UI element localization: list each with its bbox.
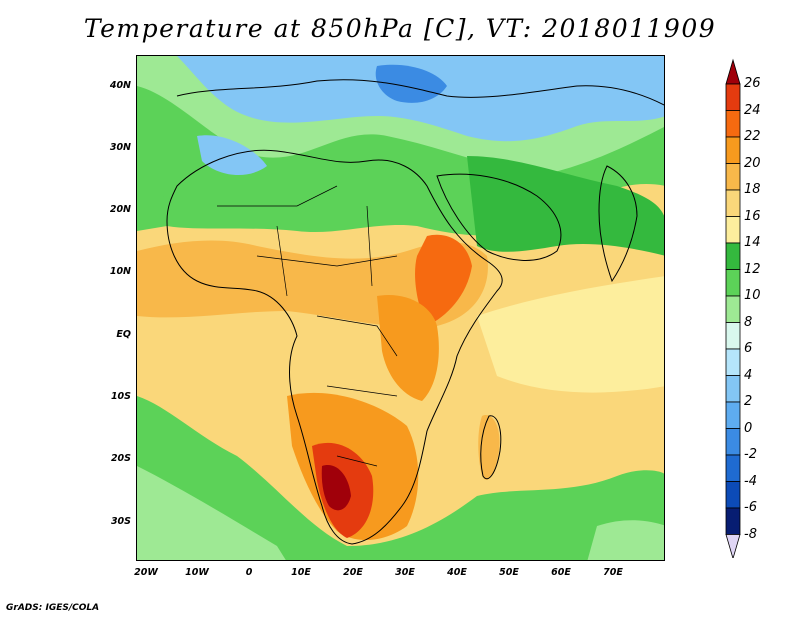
field-ethiopia-deep <box>415 234 472 326</box>
field-kalahari-deep <box>321 465 351 511</box>
lon-label-0: 0 <box>245 567 253 578</box>
colorbar-segment <box>725 136 741 164</box>
colorbar-segment <box>725 507 741 535</box>
temperature-map <box>137 56 664 560</box>
colorbar-segment <box>725 216 741 244</box>
colorbar-label: 4 <box>744 367 753 383</box>
lon-label-40e: 40E <box>447 567 467 578</box>
lat-label-eq: EQ <box>116 329 131 340</box>
colorbar-label: -4 <box>744 473 757 489</box>
coastline-madagascar <box>480 415 502 480</box>
field-east-africa-orange <box>377 295 439 401</box>
lat-label-40n: 40N <box>109 80 131 91</box>
colorbar-label: 10 <box>744 288 761 303</box>
lon-label-20e: 20E <box>343 567 363 578</box>
colorbar-label: 26 <box>744 76 761 91</box>
colorbar-label: 14 <box>744 235 761 250</box>
colorbar-label: 16 <box>744 208 761 224</box>
colorbar-segment <box>725 189 741 217</box>
lon-label-30e: 30E <box>395 567 415 578</box>
lat-label-10s: 10S <box>110 391 131 402</box>
lat-label-20s: 20S <box>110 453 131 464</box>
colorbar-label: 18 <box>744 182 761 197</box>
lon-label-60e: 60E <box>551 567 571 578</box>
colorbar-segment <box>725 163 741 191</box>
colorbar-label: 22 <box>744 129 761 144</box>
colorbar-segment <box>725 83 741 111</box>
lon-label-70e: 70E <box>603 567 623 578</box>
field-indian-ocean-light <box>477 276 664 393</box>
colorbar-label: -2 <box>744 447 757 462</box>
colorbar-label: 6 <box>744 341 753 356</box>
colorbar-segment <box>725 375 741 403</box>
coastline-india <box>598 165 638 283</box>
lat-label-20n: 20N <box>109 204 131 215</box>
colorbar-segment <box>725 481 741 509</box>
map-plot-area <box>136 55 665 561</box>
lon-label-50e: 50E <box>499 567 519 578</box>
lat-label-30s: 30S <box>110 516 131 527</box>
field-arabia-green <box>467 156 664 256</box>
colorbar-segment <box>725 242 741 270</box>
coastline-europe <box>176 79 664 106</box>
lon-label-10e: 10E <box>291 567 311 578</box>
colorbar-label: 8 <box>744 314 753 330</box>
map-title: Temperature at 850hPa [C], VT: 201801190… <box>83 14 717 43</box>
colorbar-top-arrow <box>725 58 741 85</box>
colorbar <box>725 58 741 558</box>
field-south-ocean-light <box>137 466 286 560</box>
colorbar-bottom-arrow <box>725 534 741 558</box>
field-south-ocean <box>137 396 664 560</box>
field-north-green-w <box>137 86 187 198</box>
lat-label-10n: 10N <box>109 266 131 277</box>
coastline-arabia <box>436 173 562 261</box>
colorbar-segment <box>725 295 741 323</box>
coastline-africa <box>166 149 503 545</box>
lat-label-30n: 30N <box>109 142 131 153</box>
colorbar-label: 2 <box>744 394 753 409</box>
colorbar-segment <box>725 401 741 429</box>
lon-label-10w: 10W <box>185 567 209 578</box>
colorbar-segment <box>725 269 741 297</box>
colorbar-label: 0 <box>744 420 753 436</box>
colorbar-label: -8 <box>744 526 757 542</box>
border-lines <box>217 185 398 467</box>
colorbar-segment <box>725 454 741 482</box>
lon-label-20w: 20W <box>134 567 158 578</box>
colorbar-label: 20 <box>744 155 761 171</box>
colorbar-label: 24 <box>744 102 761 118</box>
field-se-light <box>587 520 664 560</box>
field-north-darkblue <box>375 64 447 103</box>
grads-credit: GrADS: IGES/COLA <box>6 603 100 613</box>
colorbar-label: 12 <box>744 261 761 277</box>
colorbar-segment <box>725 322 741 350</box>
colorbar-segment <box>725 348 741 376</box>
colorbar-segment <box>725 428 741 456</box>
colorbar-segment <box>725 110 741 138</box>
colorbar-label: -6 <box>744 500 757 515</box>
